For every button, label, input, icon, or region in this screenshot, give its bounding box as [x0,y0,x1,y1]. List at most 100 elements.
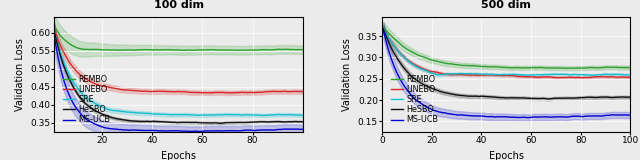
REMBO [299,49,307,51]
LINEBO [380,27,387,29]
SRE [65,74,73,76]
MS-UCB [616,114,623,116]
HeSBO [279,121,287,123]
SRE [116,110,124,112]
MS-UCB [627,114,634,116]
LINEBO [65,61,73,63]
Line: MS-UCB: MS-UCB [54,37,303,132]
REMBO [607,66,614,68]
SRE [299,114,307,116]
HeSBO [445,93,453,95]
LINEBO [299,91,307,92]
HeSBO [426,86,433,88]
SRE [51,31,58,32]
MS-UCB [65,95,73,96]
SRE [587,74,595,76]
MS-UCB [445,113,453,115]
SRE [380,27,387,29]
LINEBO [228,92,236,94]
LINEBO [51,28,58,30]
HeSBO [545,98,552,100]
LINEBO [616,76,623,78]
REMBO [616,67,623,68]
HeSBO [97,112,104,114]
Line: LINEBO: LINEBO [383,28,630,78]
HeSBO [65,79,73,80]
LINEBO [627,76,634,78]
REMBO [287,49,295,51]
MS-UCB [51,36,58,38]
REMBO [61,39,68,41]
HeSBO [216,122,224,124]
REMBO [65,43,73,44]
MS-UCB [390,63,397,65]
MS-UCB [380,30,387,32]
Legend: REMBO, LINEBO, SRE, HeSBO, MS-UCB: REMBO, LINEBO, SRE, HeSBO, MS-UCB [61,72,113,127]
LINEBO [97,85,104,87]
X-axis label: Epochs: Epochs [489,151,524,160]
SRE [616,74,623,76]
LINEBO [287,91,295,93]
HeSBO [607,96,614,98]
SRE [445,73,453,75]
REMBO [279,48,287,50]
MS-UCB [607,114,614,116]
HeSBO [61,67,68,68]
Line: SRE: SRE [383,28,630,75]
Legend: REMBO, LINEBO, SRE, HeSBO, MS-UCB: REMBO, LINEBO, SRE, HeSBO, MS-UCB [388,72,441,127]
Y-axis label: Validation Loss: Validation Loss [15,38,24,111]
Line: REMBO: REMBO [383,27,630,68]
LINEBO [426,70,433,72]
REMBO [445,63,453,65]
SRE [426,71,433,73]
SRE [390,44,397,46]
LINEBO [607,76,614,78]
MS-UCB [196,131,204,132]
MS-UCB [394,75,402,76]
SRE [61,63,68,65]
REMBO [562,67,570,69]
SRE [607,73,614,75]
HeSBO [616,96,623,98]
Line: HeSBO: HeSBO [383,29,630,99]
SRE [394,51,402,52]
Line: SRE: SRE [54,32,303,115]
REMBO [380,26,387,28]
Title: 500 dim: 500 dim [481,0,531,10]
REMBO [426,58,433,60]
REMBO [180,49,188,51]
SRE [627,74,634,76]
HeSBO [299,121,307,123]
SRE [287,114,295,116]
LINEBO [390,44,397,46]
HeSBO [380,28,387,30]
LINEBO [579,77,587,79]
REMBO [116,49,124,51]
SRE [259,114,267,116]
REMBO [97,49,104,51]
Y-axis label: Validation Loss: Validation Loss [342,38,352,111]
Line: REMBO: REMBO [54,26,303,50]
REMBO [627,67,634,69]
HeSBO [390,51,397,53]
HeSBO [287,121,295,123]
REMBO [390,37,397,39]
HeSBO [116,119,124,120]
LINEBO [394,50,402,52]
MS-UCB [97,125,104,127]
MS-UCB [426,107,433,109]
SRE [97,105,104,107]
Line: MS-UCB: MS-UCB [383,31,630,118]
Title: 100 dim: 100 dim [154,0,204,10]
Line: HeSBO: HeSBO [54,32,303,123]
LINEBO [445,73,453,75]
Line: LINEBO: LINEBO [54,29,303,93]
MS-UCB [287,128,295,130]
LINEBO [279,91,287,92]
LINEBO [61,52,68,54]
MS-UCB [299,128,307,130]
LINEBO [116,88,124,90]
MS-UCB [525,117,532,119]
REMBO [394,41,402,43]
HeSBO [51,31,58,33]
